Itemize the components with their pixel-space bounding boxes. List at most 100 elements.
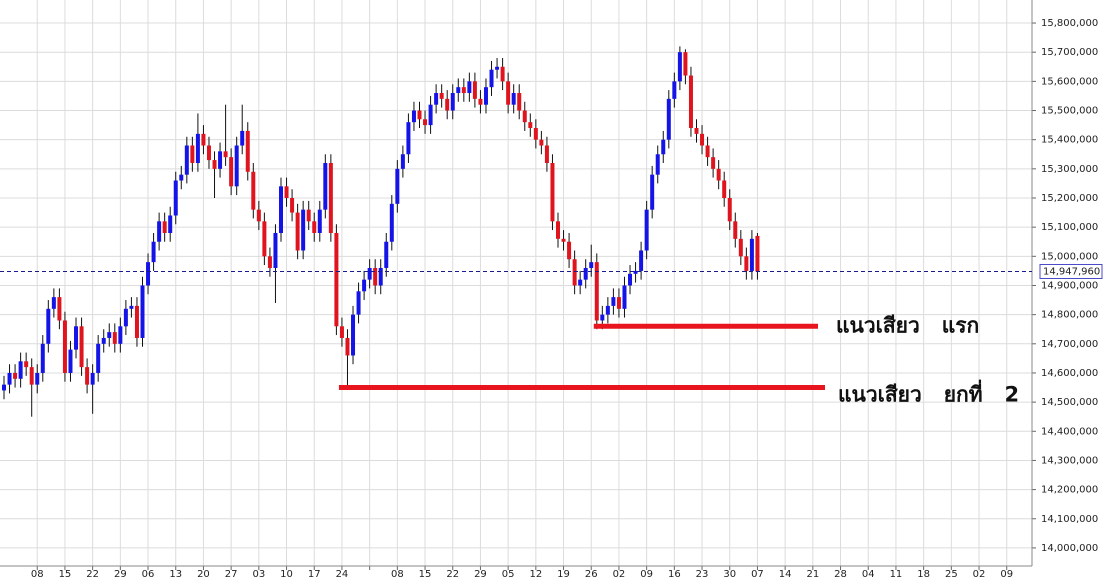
- candle-body: [306, 209, 311, 222]
- candle-body: [572, 259, 577, 286]
- candle-body: [328, 163, 333, 233]
- candle-body: [644, 209, 649, 251]
- x-tick-label: 16: [668, 569, 681, 578]
- x-tick-label: 29: [474, 569, 487, 578]
- candle-body: [295, 212, 300, 251]
- x-tick-label: 27: [225, 569, 238, 578]
- x-tick-label: 06: [142, 569, 155, 578]
- candle-body: [312, 221, 317, 233]
- candle-body: [589, 262, 594, 268]
- candle-body: [622, 285, 627, 309]
- candle-body: [256, 209, 261, 222]
- x-tick-label: 25: [945, 569, 958, 578]
- candle-body: [694, 128, 699, 134]
- x-tick-label: 24: [336, 569, 349, 578]
- candle-body: [522, 110, 527, 123]
- candle-body: [173, 180, 178, 216]
- candle-body: [2, 384, 6, 391]
- y-tick-label: 14,000,000: [1041, 543, 1098, 554]
- x-tick-label: 02: [973, 569, 986, 578]
- candle-body: [478, 98, 483, 105]
- candle-body: [112, 332, 117, 344]
- candle-body: [35, 372, 40, 385]
- candle-body: [389, 203, 394, 242]
- y-tick-label: 15,400,000: [1041, 135, 1098, 146]
- x-tick-label: 14: [779, 569, 792, 578]
- candle-body: [544, 145, 549, 164]
- candle-body: [245, 130, 250, 172]
- candle-body: [672, 81, 677, 99]
- candle-body: [140, 285, 145, 338]
- x-tick-label: 12: [529, 569, 542, 578]
- y-tick-label: 14,200,000: [1041, 485, 1098, 496]
- candle-body: [511, 93, 516, 105]
- candle-body: [434, 93, 439, 105]
- candle-body: [74, 326, 79, 350]
- y-tick-label: 15,500,000: [1041, 106, 1098, 117]
- candle-body: [218, 151, 223, 169]
- candle-body: [733, 221, 738, 239]
- candle-body: [107, 332, 112, 338]
- candle-body: [129, 305, 134, 309]
- candle-body: [411, 110, 416, 123]
- support-label: แนวเสียว ยกที่ 2: [838, 379, 1019, 407]
- candle-body: [711, 157, 716, 169]
- candle-body: [467, 81, 472, 94]
- candle-body: [57, 297, 62, 321]
- x-tick-label: 26: [585, 569, 598, 578]
- candle-body: [62, 320, 67, 373]
- candle-body: [79, 326, 84, 368]
- candle-body: [206, 145, 211, 161]
- candle-body: [273, 232, 278, 268]
- candle-body: [146, 262, 151, 286]
- candle-body: [395, 168, 400, 204]
- candle-body: [123, 308, 128, 327]
- y-tick-label: 15,800,000: [1041, 18, 1098, 29]
- y-tick-label: 15,700,000: [1041, 47, 1098, 58]
- candle-body: [633, 270, 638, 274]
- candle-body: [550, 163, 555, 222]
- last-price-box: [1039, 263, 1103, 279]
- x-tick-label: 03: [252, 569, 265, 578]
- candle-body: [212, 160, 217, 169]
- candle-body: [661, 139, 666, 155]
- candle-body: [716, 168, 721, 181]
- candle-body: [461, 87, 466, 94]
- candle-body: [406, 122, 411, 155]
- candle-body: [605, 305, 610, 315]
- x-tick-label: 15: [59, 569, 72, 578]
- candle-body: [755, 235, 760, 272]
- candle-body: [334, 232, 339, 327]
- candle-body: [417, 110, 422, 120]
- x-tick-label: 08: [31, 569, 44, 578]
- support-label: แนวเสียว แรก: [836, 313, 979, 337]
- x-tick-label: 29: [114, 569, 127, 578]
- candle-body: [439, 93, 444, 99]
- candle-body: [18, 361, 23, 379]
- x-tick-label: 09: [1000, 569, 1013, 578]
- x-tick-label: 17: [308, 569, 321, 578]
- candle-body: [157, 221, 162, 242]
- candle-body: [423, 119, 428, 126]
- x-tick-label: 22: [446, 569, 459, 578]
- candle-body: [517, 93, 522, 111]
- candle-body: [351, 314, 356, 356]
- candle-body: [700, 133, 705, 146]
- candle-body: [594, 262, 599, 321]
- x-tick-label: 23: [696, 569, 709, 578]
- y-tick-label: 15,200,000: [1041, 193, 1098, 204]
- candle-body: [68, 349, 73, 373]
- x-tick-label: 09: [640, 569, 653, 578]
- x-tick-label: 30: [723, 569, 736, 578]
- y-tick-label: 14,800,000: [1041, 310, 1098, 321]
- candle-body: [400, 154, 405, 169]
- candle-body: [46, 308, 51, 344]
- candle-body: [40, 343, 45, 373]
- x-tick-label: 02: [613, 569, 626, 578]
- x-tick-label: 07: [751, 569, 764, 578]
- y-tick-label: 14,900,000: [1041, 280, 1098, 291]
- candle-body: [611, 297, 616, 306]
- candle-body: [683, 52, 688, 76]
- candle-body: [378, 267, 383, 286]
